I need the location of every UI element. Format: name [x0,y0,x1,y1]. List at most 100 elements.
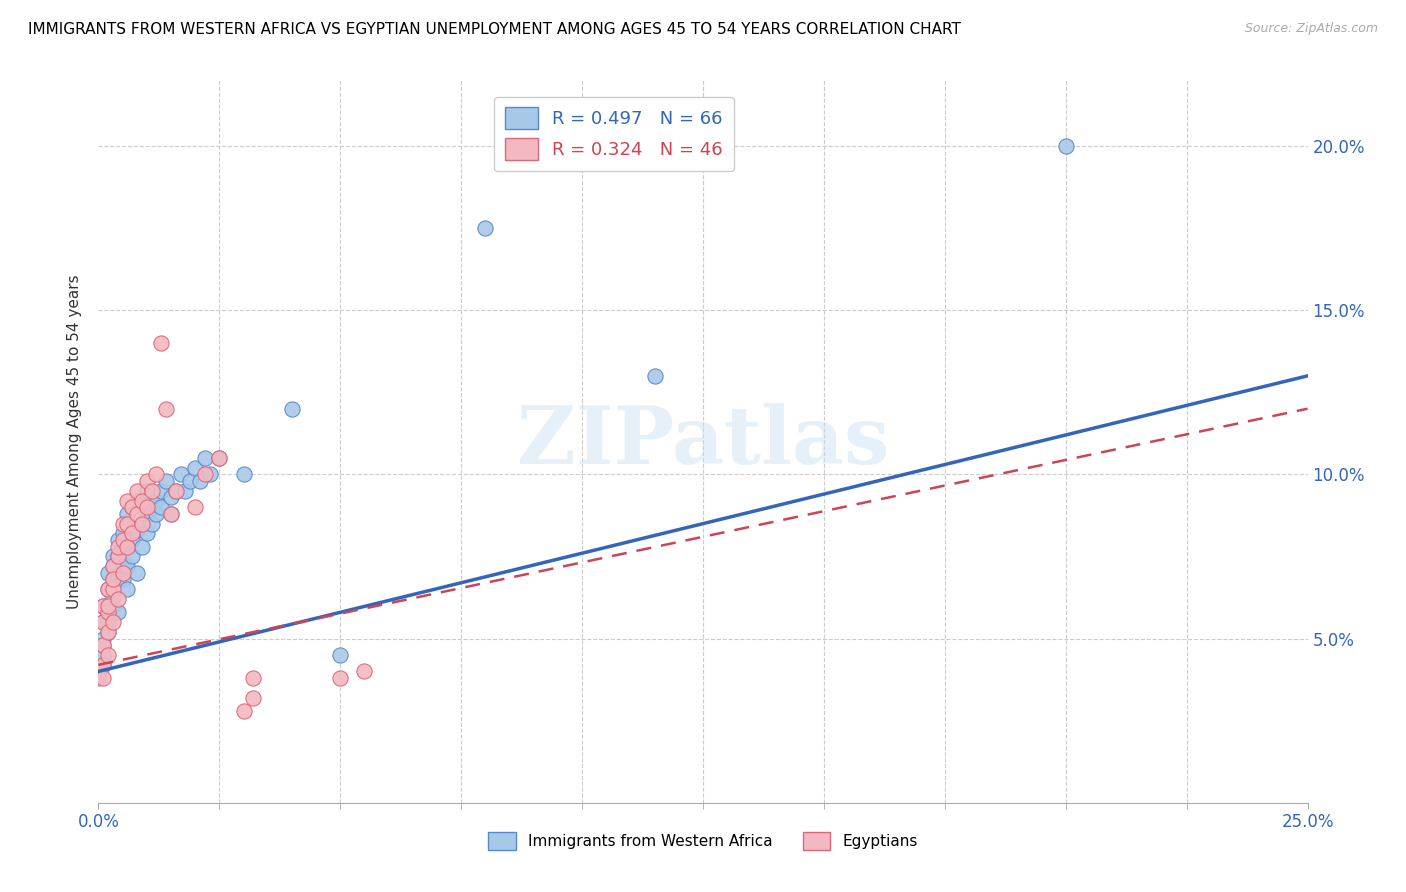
Point [111,540,134,554]
Point [121,549,143,564]
Point [329,671,352,685]
Point [127,566,149,580]
Point [91,671,114,685]
Text: ZIPatlas: ZIPatlas [517,402,889,481]
Point [107,573,129,587]
Point [111,559,134,574]
Point [165,483,187,498]
Point [135,507,157,521]
Point [97,625,120,640]
Point [97,582,120,597]
Point [150,336,173,351]
Point [91,615,114,630]
Point [91,615,114,630]
Point [101,573,124,587]
Point [188,474,211,488]
Point [135,474,157,488]
Point [131,493,153,508]
Point [87,665,110,679]
Point [232,704,254,718]
Point [208,450,231,465]
Point [117,540,139,554]
Point [107,533,129,547]
Text: Source: ZipAtlas.com: Source: ZipAtlas.com [1244,22,1378,36]
Point [160,507,183,521]
Point [117,540,139,554]
Point [141,483,163,498]
Point [111,516,134,531]
Text: IMMIGRANTS FROM WESTERN AFRICA VS EGYPTIAN UNEMPLOYMENT AMONG AGES 45 TO 54 YEAR: IMMIGRANTS FROM WESTERN AFRICA VS EGYPTI… [28,22,960,37]
Point [97,615,120,630]
Point [155,401,177,416]
Point [169,467,191,482]
Point [121,500,143,515]
Point [97,582,120,597]
Point [198,467,221,482]
Point [141,500,163,515]
Point [184,500,207,515]
Point [97,625,120,640]
Point [117,516,139,531]
Point [194,467,217,482]
Point [111,526,134,541]
Point [91,657,114,672]
Point [174,483,197,498]
Point [91,648,114,662]
Point [107,549,129,564]
Point [127,523,149,537]
Point [474,221,496,235]
Point [644,368,666,383]
Point [145,493,167,508]
Point [97,566,120,580]
Point [232,467,254,482]
Point [353,665,375,679]
Y-axis label: Unemployment Among Ages 45 to 54 years: Unemployment Among Ages 45 to 54 years [67,274,83,609]
Point [87,671,110,685]
Point [145,507,167,521]
Point [101,582,124,597]
Point [107,540,129,554]
Point [91,599,114,613]
Legend: Immigrants from Western Africa, Egyptians: Immigrants from Western Africa, Egyptian… [482,826,924,856]
Point [121,533,143,547]
Point [101,589,124,603]
Point [91,638,114,652]
Point [101,559,124,574]
Point [117,582,139,597]
Point [101,549,124,564]
Point [127,483,149,498]
Point [117,507,139,521]
Point [107,605,129,619]
Point [135,526,157,541]
Point [155,474,177,488]
Point [111,573,134,587]
Point [111,566,134,580]
Point [101,599,124,613]
Point [121,526,143,541]
Point [242,671,264,685]
Point [117,516,139,531]
Point [101,615,124,630]
Point [131,516,153,531]
Point [117,493,139,508]
Point [131,516,153,531]
Point [141,516,163,531]
Point [91,638,114,652]
Point [97,599,120,613]
Point [131,540,153,554]
Point [117,559,139,574]
Point [97,605,120,619]
Point [127,507,149,521]
Point [150,483,173,498]
Point [101,559,124,574]
Point [101,573,124,587]
Point [242,690,264,705]
Point [281,401,304,416]
Point [179,474,201,488]
Point [194,450,217,465]
Point [165,483,187,498]
Point [107,592,129,607]
Point [208,450,231,465]
Point [329,648,352,662]
Point [97,605,120,619]
